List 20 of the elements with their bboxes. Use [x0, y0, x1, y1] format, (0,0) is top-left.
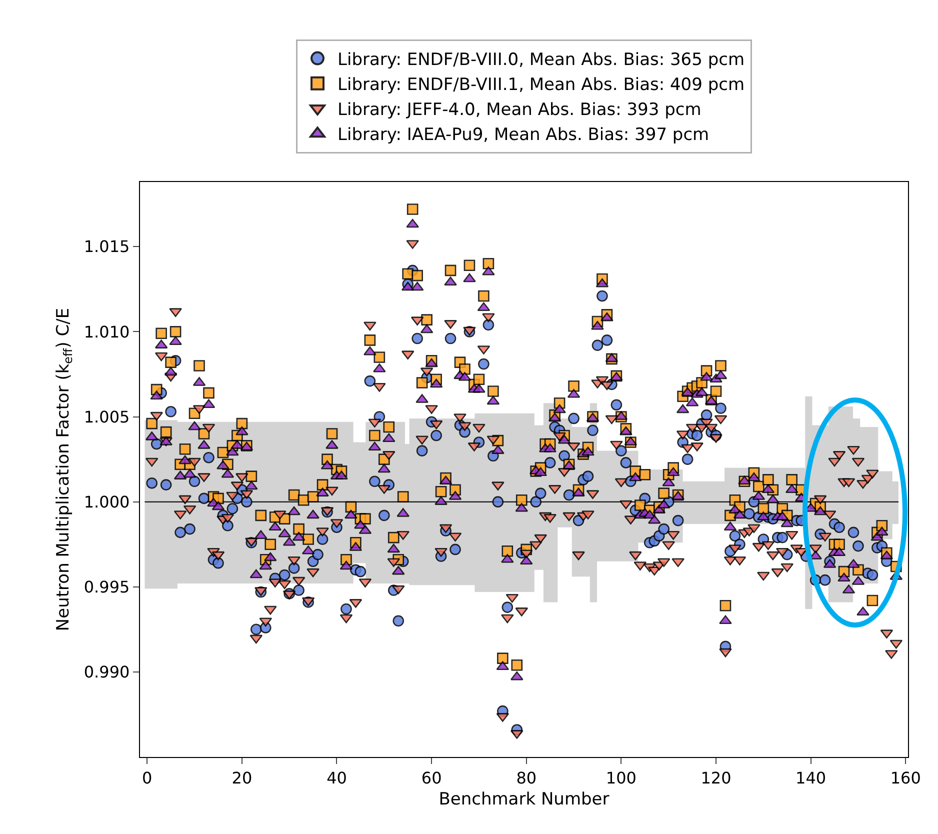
- x-tick-label: 80: [516, 768, 537, 788]
- y-tick-label: 1.010: [84, 322, 130, 342]
- x-tick-label: 20: [232, 768, 252, 788]
- legend-label: Library: ENDF/B-VIII.1, Mean Abs. Bias: 409 pcm: [338, 75, 745, 96]
- legend-label: Library: IAEA-Pu9, Mean Abs. Bias: 397 pcm: [338, 125, 710, 146]
- x-tick-label: 100: [606, 768, 636, 788]
- x-tick-label: 140: [796, 768, 826, 788]
- x-tick-label: 60: [421, 768, 442, 788]
- x-tick-label: 120: [700, 768, 732, 788]
- x-axis-title: Benchmark Number: [438, 790, 610, 810]
- x-tick-label: 40: [326, 768, 347, 788]
- y-tick-label: 1.005: [84, 407, 130, 426]
- legend-label: Library: JEFF-4.0, Mean Abs. Bias: 393 pcm: [338, 100, 702, 120]
- x-tick-label: 0: [142, 768, 152, 788]
- y-tick-label: 1.015: [84, 237, 130, 256]
- y-tick-label: 1.000: [84, 492, 130, 512]
- y-tick-label: 0.995: [84, 577, 130, 596]
- legend-label: Library: ENDF/B-VIII.0, Mean Abs. Bias: 365 pcm: [338, 50, 745, 70]
- y-tick-label: 0.990: [84, 662, 130, 682]
- x-tick-label: 160: [890, 768, 921, 788]
